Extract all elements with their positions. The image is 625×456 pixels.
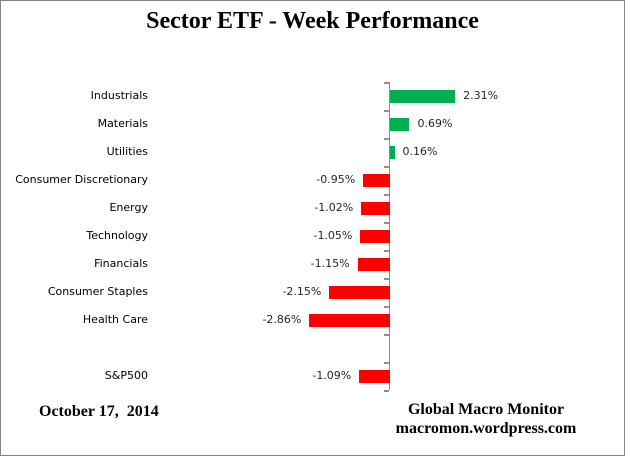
source-url: macromon.wordpress.com	[395, 420, 577, 437]
value-label: -2.15%	[282, 285, 322, 298]
category-label: Materials	[97, 117, 148, 130]
category-label: Consumer Staples	[47, 285, 148, 298]
axis-tick	[383, 194, 389, 196]
source-name: Global Macro Monitor	[407, 401, 565, 418]
bar	[360, 229, 390, 243]
category-label: Health Care	[82, 313, 148, 326]
bar	[361, 201, 390, 215]
value-label: -1.09%	[312, 369, 352, 382]
category-label: Utilities	[106, 145, 148, 158]
value-label: -1.05%	[313, 229, 353, 242]
axis-tick	[383, 362, 389, 364]
axis-tick	[383, 82, 389, 84]
source-attribution: Global Macro Monitor macromon.wordpress.…	[376, 400, 596, 438]
axis-tick	[383, 278, 389, 280]
category-label: Financials	[94, 257, 148, 270]
value-label: -2.86%	[262, 313, 302, 326]
axis-tick	[383, 110, 389, 112]
axis-tick	[383, 250, 389, 252]
bar	[357, 257, 390, 271]
value-label: -1.02%	[314, 201, 354, 214]
axis-tick	[383, 306, 389, 308]
bar	[329, 285, 390, 299]
axis-tick	[383, 390, 389, 392]
bar	[390, 89, 456, 103]
axis-tick	[383, 166, 389, 168]
category-label: Consumer Discretionary	[15, 173, 148, 186]
axis-tick	[383, 222, 389, 224]
category-label: Industrials	[90, 89, 148, 102]
bar	[390, 145, 395, 159]
footer-date: October 17, 2014	[39, 403, 159, 420]
value-label: -1.15%	[310, 257, 350, 270]
value-label: -0.95%	[316, 173, 356, 186]
bar	[363, 173, 390, 187]
bar	[309, 313, 390, 327]
bar	[390, 117, 410, 131]
category-label: Energy	[109, 201, 148, 214]
axis-tick	[383, 334, 389, 336]
chart-title: Sector ETF - Week Performance	[146, 8, 479, 34]
category-label: S&P500	[104, 369, 148, 382]
category-label: Technology	[86, 229, 148, 242]
value-label: 2.31%	[463, 89, 499, 102]
value-label: 0.16%	[402, 145, 438, 158]
axis-tick	[383, 138, 389, 140]
bar	[359, 369, 390, 383]
value-label: 0.69%	[417, 117, 453, 130]
